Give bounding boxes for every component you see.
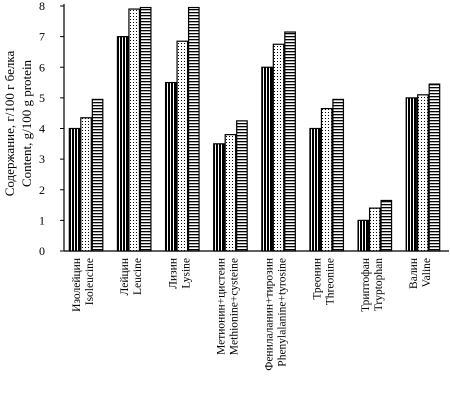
bar <box>405 97 418 252</box>
y-tick-label: 2 <box>39 183 45 197</box>
bar <box>428 83 441 252</box>
y-tick-label: 6 <box>39 60 45 74</box>
y-tick-label: 4 <box>39 122 45 136</box>
bar <box>284 31 296 252</box>
y-tick-label: 3 <box>39 152 45 166</box>
y-tick-label: 5 <box>39 91 45 105</box>
x-axis-labels: Изолейцин Isoleucine Лейцин Leucine Лизин Lys… <box>71 258 433 371</box>
category-label: Threonine <box>325 258 337 305</box>
bar <box>272 43 285 252</box>
category-label: Valine <box>421 258 433 287</box>
y-tick-label: 1 <box>39 213 45 227</box>
bar <box>332 98 345 252</box>
bar <box>380 199 393 252</box>
category-label: Метионин+цистеин <box>215 258 227 355</box>
bar <box>261 66 273 252</box>
y-tick-label: 8 <box>39 0 45 13</box>
category-label: Lysine <box>180 258 192 289</box>
category-label: Methionine+cysteine <box>228 258 240 355</box>
y-axis-title-line-1: Содержание, г/100 г белка <box>2 51 17 197</box>
bar <box>213 143 225 252</box>
category-label: Лейцин <box>119 258 131 295</box>
bar <box>236 120 248 252</box>
bar <box>164 81 177 252</box>
bar <box>91 98 104 252</box>
bar <box>368 207 381 252</box>
category-label: Isoleucine <box>84 258 96 305</box>
bar <box>417 94 429 252</box>
category-label: Фенилаланин+тирозин <box>264 258 276 371</box>
category-label: Триптофан <box>360 258 372 312</box>
category-label: Phenylalanine+tyrosine <box>277 258 289 367</box>
bar <box>309 127 322 252</box>
category-label: Валин <box>408 258 420 289</box>
bar <box>68 127 81 252</box>
category-label: Треонин <box>312 258 324 300</box>
category-label: Изолейцин <box>71 258 83 312</box>
bar <box>128 8 141 252</box>
y-tick-label: 0 <box>39 244 45 258</box>
bar <box>187 6 200 252</box>
bar <box>176 40 189 252</box>
bar <box>224 134 237 252</box>
y-axis-label: Содержание, г/100 г белка Content, g/100 … <box>2 51 34 197</box>
category-label: Лизин <box>167 258 179 289</box>
y-axis-title-line-2: Content, g/100 g protein <box>19 59 34 187</box>
bar <box>139 6 152 252</box>
y-tick-label: 7 <box>39 30 45 44</box>
bars <box>68 6 441 252</box>
category-label: Tryptophan <box>373 258 385 311</box>
bar <box>116 36 129 252</box>
bar <box>357 219 370 252</box>
category-label: Leucine <box>132 258 144 295</box>
bar <box>320 107 333 252</box>
bar <box>80 117 92 252</box>
